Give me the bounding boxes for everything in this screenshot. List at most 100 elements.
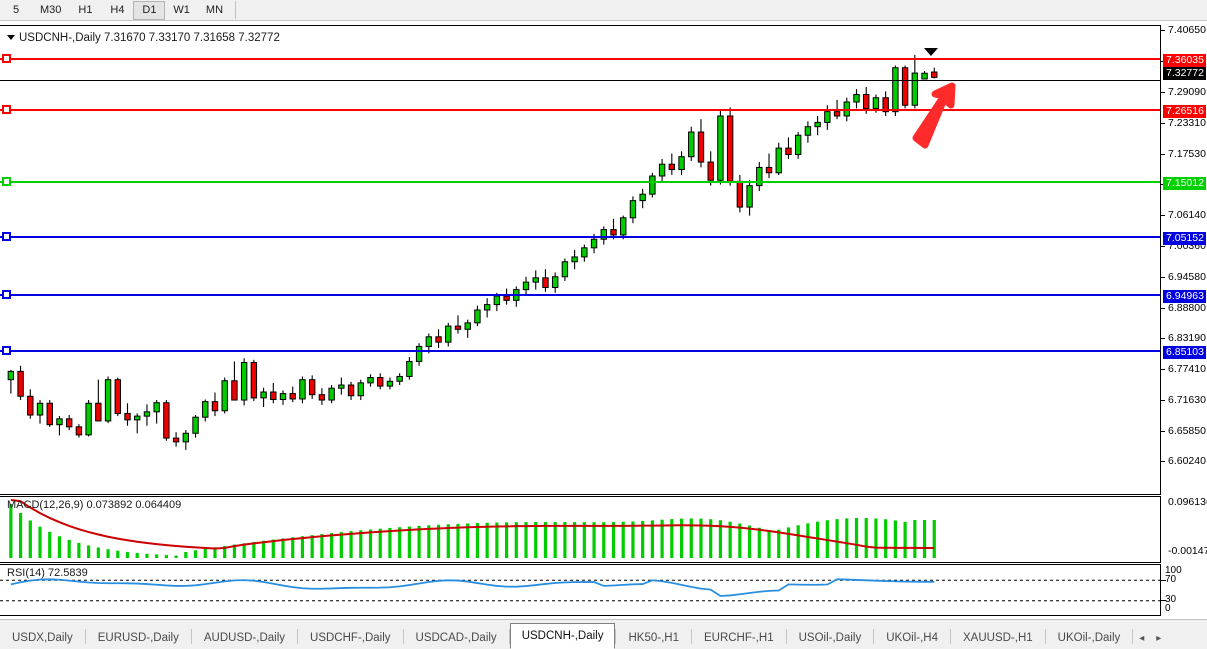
price-tick-label: 6.94580: [1168, 271, 1206, 283]
tab-separator: [785, 629, 787, 644]
tab-separator: [508, 629, 510, 644]
tab-separator: [402, 629, 404, 644]
rsi-dash-mark: [1161, 580, 1166, 581]
price-tick-mark: [1161, 215, 1165, 216]
level-line-6.94963[interactable]: [0, 294, 1160, 296]
tab-scroll-left-button[interactable]: ◂: [1139, 632, 1145, 644]
candlestick-series: [7, 54, 938, 450]
price-tick-label: 7.40650: [1168, 24, 1206, 36]
price-tick-label: 6.83190: [1168, 332, 1206, 344]
price-tick-mark: [1161, 246, 1165, 247]
chart-tab-audusd-daily[interactable]: AUDUSD-,Daily: [203, 631, 286, 644]
current-price-badge: 7.32772: [1163, 67, 1206, 81]
price-tick-mark: [1161, 400, 1165, 401]
tab-separator: [873, 629, 875, 644]
price-tick-label: 7.29090: [1168, 86, 1206, 98]
timeframe-button-w1[interactable]: W1: [173, 4, 190, 16]
black-level-line[interactable]: [0, 80, 1160, 81]
level-price-badge-6.94963[interactable]: 6.94963: [1163, 290, 1206, 303]
macd-axis-label: -0.001471: [1168, 545, 1207, 557]
price-pane[interactable]: USDCNH-,Daily 7.31670 7.33170 7.31658 7.…: [0, 25, 1160, 495]
macd-pane[interactable]: MACD(12,26,9) 0.073892 0.064409: [0, 496, 1160, 563]
rsi-label: RSI(14) 72.5839: [7, 567, 88, 579]
tab-separator: [615, 629, 617, 644]
rsi-level-label-70: 70: [1165, 574, 1177, 585]
tab-separator: [690, 629, 692, 644]
level-handle-6.94963[interactable]: [2, 290, 11, 299]
timeframe-toolbar: 5 M30 H1 H4 D1 W1 MN: [0, 0, 1207, 21]
level-price-badge-7.15012[interactable]: 7.15012: [1163, 177, 1206, 190]
price-tick-mark: [1161, 461, 1165, 462]
level-line-6.85103[interactable]: [0, 350, 1160, 352]
level-handle-7.36035[interactable]: [2, 54, 11, 63]
rsi-level-label-100: 100: [1165, 565, 1182, 576]
level-line-7.15012[interactable]: [0, 181, 1160, 183]
chart-tab-usdx-daily[interactable]: USDX,Daily: [12, 631, 73, 644]
rsi-level-label-0: 0: [1165, 603, 1171, 614]
macd-axis: 0.096136 -0.001471: [1160, 496, 1207, 563]
chart-area: USDCNH-,Daily 7.31670 7.33170 7.31658 7.…: [0, 21, 1207, 639]
chart-tab-xauusd-h1[interactable]: XAUUSD-,H1: [963, 631, 1033, 644]
level-handle-7.15012[interactable]: [2, 177, 11, 186]
price-tick-mark: [1161, 369, 1165, 370]
price-tick-label: 7.00360: [1168, 240, 1206, 252]
level-line-7.36035[interactable]: [0, 58, 1160, 60]
price-tick-label: 6.60240: [1168, 455, 1206, 467]
price-axis[interactable]: 7.406507.348707.290907.233107.175307.119…: [1160, 25, 1207, 495]
price-tick-mark: [1161, 123, 1165, 124]
chart-tab-usdcad-daily[interactable]: USDCAD-,Daily: [415, 631, 497, 644]
macd-series: [9, 499, 936, 558]
timeframe-button-m30[interactable]: M30: [40, 4, 62, 16]
chart-tab-usdcnh-daily[interactable]: USDCNH-,Daily: [509, 623, 616, 649]
toolbar-separator: [235, 1, 237, 19]
chart-tab-ukoil-h4[interactable]: UKOil-,H4: [886, 631, 938, 644]
level-line-7.26516[interactable]: [0, 109, 1160, 111]
level-price-badge-7.26516[interactable]: 7.26516: [1163, 105, 1206, 118]
tab-separator: [1132, 629, 1134, 644]
timeframe-button-d1[interactable]: D1: [133, 0, 166, 20]
level-price-badge-7.05152[interactable]: 7.05152: [1163, 232, 1206, 245]
tab-separator: [1044, 629, 1046, 644]
rsi-pane[interactable]: RSI(14) 72.5839: [0, 564, 1160, 616]
tab-separator: [297, 629, 299, 644]
chart-tab-ukoil-daily[interactable]: UKOil-,Daily: [1057, 631, 1121, 644]
down-triangle-marker[interactable]: [924, 48, 938, 56]
chart-tab-usdchf-daily[interactable]: USDCHF-,Daily: [310, 631, 391, 644]
chart-tab-eurchf-h1[interactable]: EURCHF-,H1: [703, 631, 774, 644]
chart-tab-usoil-daily[interactable]: USOil-,Daily: [798, 631, 862, 644]
price-tick-mark: [1161, 308, 1165, 309]
price-tick-label: 7.23310: [1168, 117, 1206, 129]
rsi-series: [0, 578, 1160, 602]
macd-axis-label: 0.096136: [1168, 496, 1207, 508]
tab-separator: [190, 629, 192, 644]
price-tick-label: 6.77410: [1168, 363, 1206, 375]
timeframe-button-5[interactable]: 5: [12, 4, 20, 16]
level-line-7.05152[interactable]: [0, 236, 1160, 238]
tab-separator: [84, 629, 86, 644]
level-price-badge-6.85103[interactable]: 6.85103: [1163, 346, 1206, 359]
price-tick-mark: [1161, 277, 1165, 278]
level-handle-6.85103[interactable]: [2, 346, 11, 355]
rsi-level-label-30: 30: [1165, 594, 1177, 605]
chart-tab-eurusd-daily[interactable]: EURUSD-,Daily: [97, 631, 179, 644]
price-tick-mark: [1161, 431, 1165, 432]
chart-tab-hk50-h1[interactable]: HK50-,H1: [628, 631, 679, 644]
price-tick-label: 6.65850: [1168, 425, 1206, 437]
price-tick-mark: [1161, 338, 1165, 339]
rsi-axis: 100 70 30 0: [1160, 564, 1207, 616]
tab-scroll-right-button[interactable]: ▸: [1156, 632, 1162, 644]
level-handle-7.26516[interactable]: [2, 105, 11, 114]
price-tick-label: 6.71630: [1168, 394, 1206, 406]
price-tick-label: 7.06140: [1168, 209, 1206, 221]
level-handle-7.05152[interactable]: [2, 232, 11, 241]
timeframe-button-h1[interactable]: H1: [78, 4, 93, 16]
price-tick-mark: [1161, 154, 1165, 155]
chart-tab-bar: USDX,Daily EURUSD-,Daily AUDUSD-,Daily USDC…: [0, 619, 1207, 649]
timeframe-button-h4[interactable]: H4: [110, 4, 125, 16]
timeframe-button-mn[interactable]: MN: [205, 4, 224, 16]
rsi-dash-mark: [1161, 600, 1166, 601]
price-tick-label: 7.17530: [1168, 148, 1206, 160]
price-tick-label: 6.88800: [1168, 302, 1206, 314]
level-price-badge-7.36035[interactable]: 7.36035: [1163, 54, 1206, 67]
